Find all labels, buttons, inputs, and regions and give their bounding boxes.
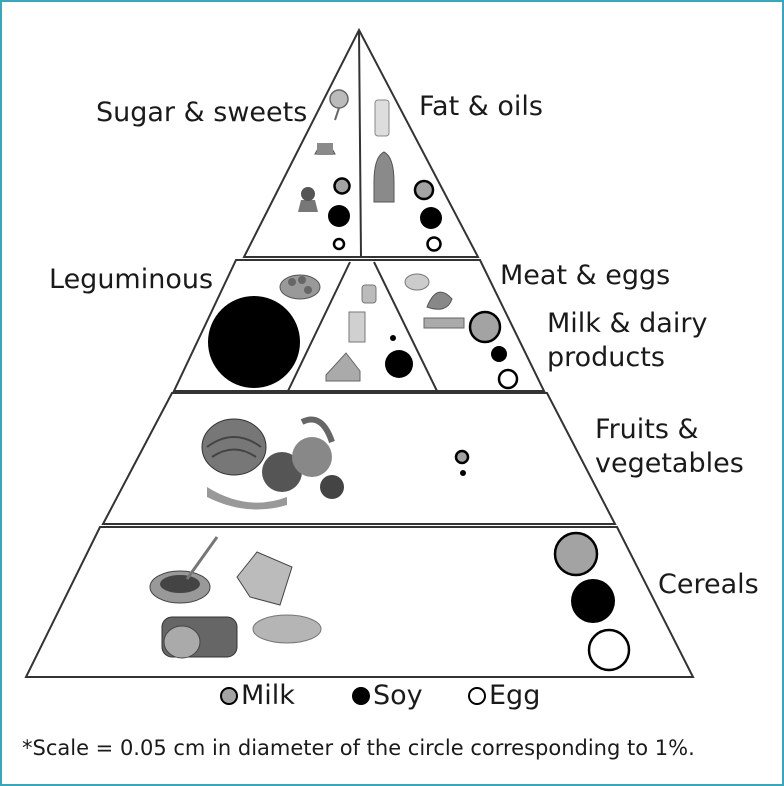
- oils-illustration: [373, 99, 395, 203]
- soy-circle: [208, 296, 300, 388]
- label-fruits-line2: vegetables: [595, 448, 744, 479]
- label-leguminous: Leguminous: [49, 264, 214, 295]
- meat-illustration: [404, 273, 465, 329]
- egg-circle: [426, 236, 442, 252]
- legend-item-egg: Egg: [468, 680, 540, 711]
- circles-meat-eggs: [468, 310, 519, 390]
- middle-divider-left: [287, 261, 351, 392]
- soy-circle: [571, 579, 615, 623]
- label-fruits-line1: Fruits &: [595, 414, 699, 445]
- egg-circle: [332, 237, 346, 251]
- legend-item-soy: Soy: [352, 680, 423, 711]
- milk-circle: [468, 310, 502, 344]
- soy-circle: [460, 470, 466, 476]
- legend-label-milk: Milk: [241, 680, 295, 711]
- fruits-vegetables-illustration: [201, 416, 344, 510]
- circles-leguminous: [208, 296, 300, 388]
- circles-milk-dairy: [385, 335, 413, 378]
- legend-label-soy: Soy: [373, 680, 423, 711]
- egg-circle: [587, 628, 631, 672]
- soy-swatch-icon: [352, 686, 370, 705]
- soy-circle: [390, 335, 396, 341]
- milk-swatch-icon: [220, 686, 238, 705]
- circles-fat: [413, 179, 442, 252]
- legend-item-milk: Milk: [220, 680, 295, 711]
- egg-circle: [497, 368, 519, 390]
- legend: Milk Soy Egg: [2, 680, 782, 716]
- label-milk-dairy-line2: products: [547, 342, 665, 373]
- egg-swatch-icon: [468, 686, 486, 705]
- middle-divider-right: [373, 261, 438, 392]
- legend-label-egg: Egg: [489, 680, 541, 711]
- milk-circle: [454, 449, 470, 465]
- scale-footnote: *Scale = 0.05 cm in diameter of the circ…: [22, 736, 695, 760]
- milk-circle: [553, 531, 599, 577]
- soy-circle: [328, 205, 350, 227]
- pyramid-section-fruits-vegetables: [101, 392, 617, 525]
- sweets-illustration: [298, 89, 349, 212]
- circles-fruits-vegetables: [454, 449, 470, 476]
- soy-circle: [491, 346, 507, 362]
- soy-circle: [420, 207, 442, 229]
- label-sugar-sweets: Sugar & sweets: [96, 97, 308, 128]
- circles-sugar: [328, 177, 351, 251]
- milk-circle: [333, 177, 351, 195]
- soy-circle: [385, 350, 413, 378]
- top-divider: [358, 29, 362, 258]
- cereals-illustration: [149, 536, 322, 659]
- label-fat-oils: Fat & oils: [419, 91, 543, 122]
- dairy-illustration: [325, 284, 377, 382]
- label-meat-eggs: Meat & eggs: [500, 260, 671, 291]
- label-cereals: Cereals: [658, 569, 759, 600]
- legumes-illustration: [279, 274, 321, 300]
- milk-circle: [413, 179, 435, 201]
- label-milk-dairy-line1: Milk & dairy: [547, 308, 708, 339]
- circles-cereals: [553, 531, 631, 672]
